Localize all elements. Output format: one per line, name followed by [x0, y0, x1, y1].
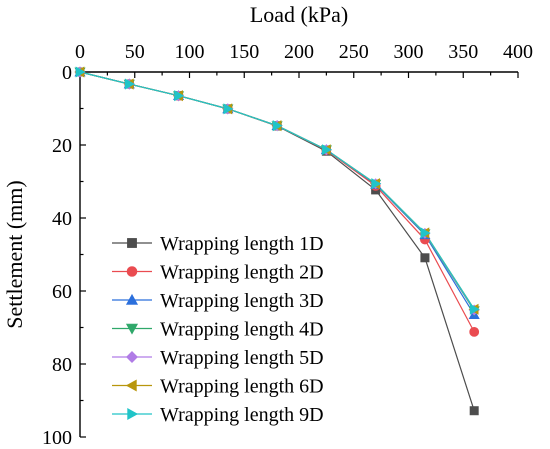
y-tick-label: 20	[52, 135, 72, 157]
legend-marker	[127, 407, 139, 421]
data-point	[420, 253, 430, 263]
x-axis-title: Load (kPa)	[250, 2, 348, 27]
legend-label: Wrapping length 5D	[160, 347, 324, 369]
x-tick-label: 0	[75, 41, 85, 63]
x-axis-ticks: 0 50 100 150 200 250 300 350 400	[75, 41, 533, 78]
data-point	[223, 103, 234, 115]
legend-label: Wrapping length 1D	[160, 233, 324, 255]
x-tick-label: 400	[503, 41, 533, 63]
data-point	[322, 144, 333, 156]
y-axis-ticks: 0 20 40 60 80 100	[42, 62, 86, 449]
x-tick-label: 350	[448, 41, 478, 63]
x-tick-label: 250	[339, 41, 369, 63]
data-point	[75, 66, 86, 78]
x-tick-label: 100	[175, 41, 205, 63]
y-tick-label: 80	[52, 354, 72, 376]
y-tick-label: 60	[52, 281, 72, 303]
x-tick-label: 150	[229, 41, 259, 63]
legend-label: Wrapping length 3D	[160, 290, 324, 312]
legend-marker	[126, 351, 138, 363]
data-point	[469, 326, 480, 337]
y-tick-label: 100	[42, 427, 72, 449]
legend-label: Wrapping length 2D	[160, 262, 324, 284]
x-tick-label: 200	[284, 41, 314, 63]
legend-marker	[127, 238, 137, 248]
legend-marker	[126, 266, 138, 277]
legend-marker	[125, 323, 139, 335]
data-point	[469, 303, 480, 315]
series-markers	[74, 66, 480, 416]
legend: Wrapping length 1D Wrapping length 2D Wrap…	[112, 233, 324, 426]
x-tick-label: 50	[125, 41, 145, 63]
legend-label: Wrapping length 6D	[160, 376, 324, 398]
data-point	[420, 227, 431, 239]
data-point	[469, 406, 479, 416]
data-point	[371, 178, 382, 190]
data-point	[272, 120, 283, 132]
data-point	[124, 78, 135, 90]
legend-marker	[125, 293, 139, 305]
y-axis-title: Settlement (mm)	[2, 180, 27, 328]
legend-marker	[125, 379, 137, 392]
x-tick-label: 300	[394, 41, 424, 63]
legend-label: Wrapping length 9D	[160, 404, 324, 426]
y-tick-label: 40	[52, 208, 72, 230]
data-point	[174, 90, 185, 102]
legend-label: Wrapping length 4D	[160, 319, 324, 341]
y-tick-label: 0	[62, 62, 72, 84]
